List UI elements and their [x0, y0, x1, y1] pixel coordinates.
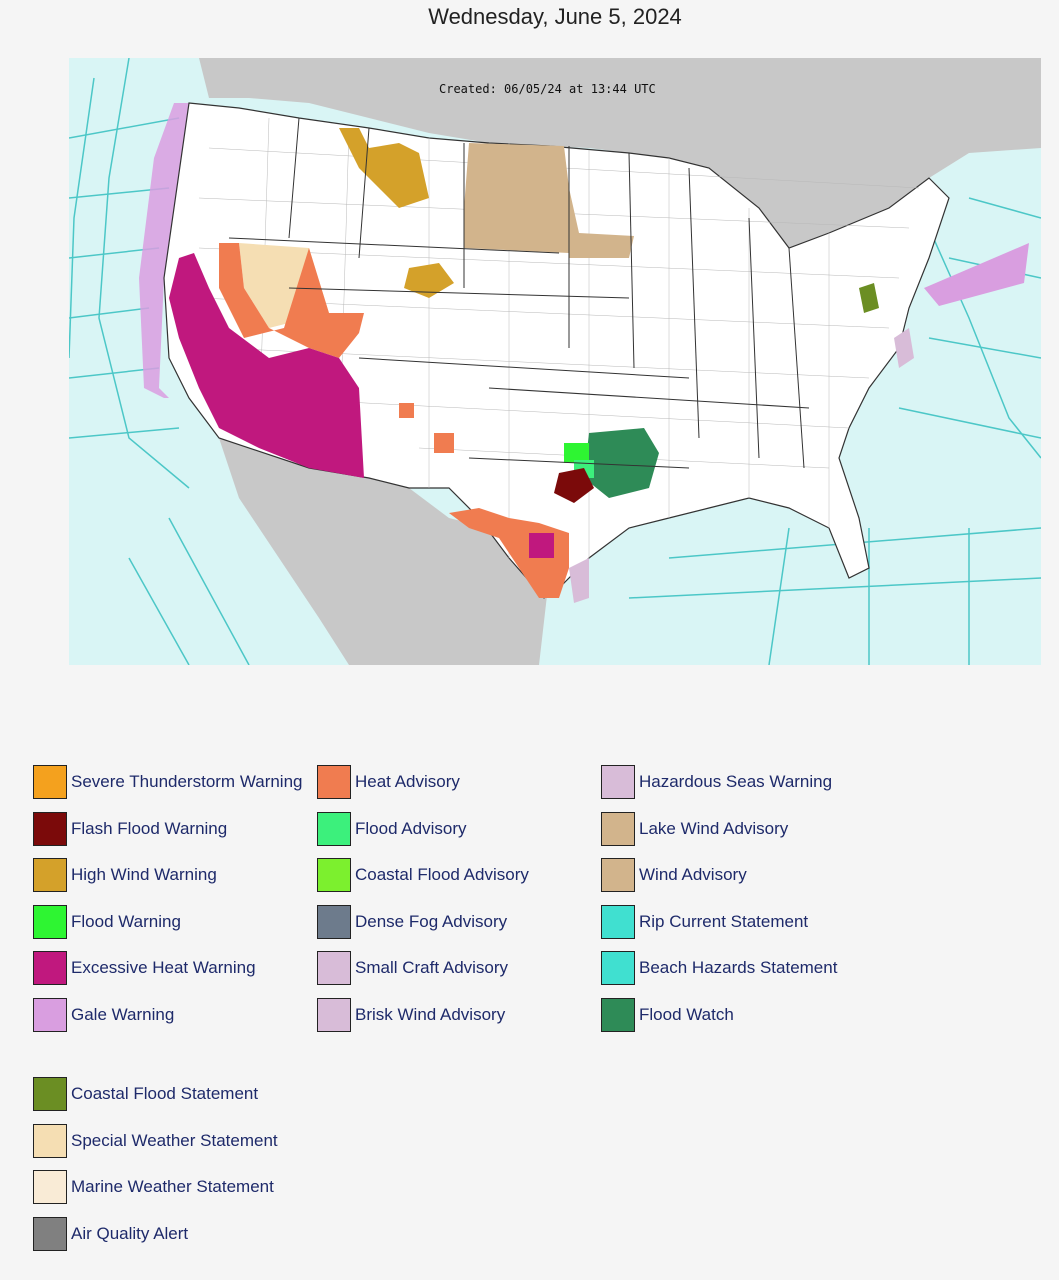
legend-swatch — [33, 765, 67, 799]
canada-land — [199, 58, 1041, 248]
legend-item: Rip Current Statement — [601, 904, 901, 940]
legend-item: Excessive Heat Warning — [33, 950, 333, 986]
legend-label: Hazardous Seas Warning — [639, 772, 833, 791]
legend-item: Flood Watch — [601, 997, 901, 1033]
gale-warning-atlantic — [924, 243, 1029, 306]
legend-item: Flash Flood Warning — [33, 811, 333, 847]
legend-label: Flood Watch — [639, 1005, 734, 1024]
legend-swatch — [601, 951, 635, 986]
legend-label: Flash Flood Warning — [71, 818, 228, 838]
legend-label: Wind Advisory — [639, 865, 747, 885]
legend-label: Dense Fog Advisory — [355, 911, 508, 931]
marine-zones — [69, 58, 1041, 665]
legend-item: Brisk Wind Advisory — [317, 997, 617, 1033]
legend-label: Gale Warning — [71, 1005, 175, 1024]
legend-swatch — [601, 858, 635, 893]
flash-flood-warning — [554, 468, 594, 503]
legend-label: Coastal Flood Advisory — [355, 865, 529, 885]
legend-item: High Wind Warning — [33, 857, 333, 893]
coastal-flood-statement — [859, 283, 879, 313]
page-title: Wednesday, June 5, 2024 — [428, 4, 682, 29]
legend-label: Air Quality Alert — [71, 1223, 189, 1243]
legend-label: Small Craft Advisory — [355, 958, 509, 978]
legend-label: Brisk Wind Advisory — [355, 1005, 506, 1024]
legend-swatch — [317, 765, 351, 799]
legend-item: Small Craft Advisory — [317, 950, 617, 986]
legend-swatch — [601, 811, 635, 846]
legend-label: Lake Wind Advisory — [639, 818, 789, 838]
legend-label: High Wind Warning — [71, 865, 217, 885]
legend-label: Beach Hazards Statement — [639, 958, 838, 978]
legend-item: Coastal Flood Statement — [33, 1076, 333, 1112]
legend-swatch — [33, 858, 67, 893]
legend-label: Heat Advisory — [355, 772, 460, 791]
legend-item: Air Quality Alert — [33, 1216, 333, 1252]
flood-warning — [564, 443, 589, 463]
legend-swatch — [33, 811, 67, 846]
heat-advisory-tx-panhandle — [434, 433, 454, 453]
legend-item: Gale Warning — [33, 997, 333, 1033]
legend-swatch — [33, 1170, 67, 1205]
legend-item: Lake Wind Advisory — [601, 811, 901, 847]
state-borders — [228, 117, 810, 469]
excessive-heat-warning-southwest — [169, 253, 364, 478]
legend-item: Dense Fog Advisory — [317, 904, 617, 940]
legend-swatch — [317, 904, 351, 939]
legend-label: Flood Advisory — [355, 818, 467, 838]
heat-advisory-nm — [399, 403, 414, 418]
legend-label: Severe Thunderstorm Warning — [71, 772, 303, 791]
legend-swatch — [33, 904, 67, 939]
legend-label: Coastal Flood Statement — [71, 1084, 259, 1103]
legend-swatch — [601, 765, 635, 799]
wind-advisory-dakotas — [464, 143, 634, 258]
legend-swatch — [317, 998, 351, 1032]
map-created-timestamp: Created: 06/05/24 at 13:44 UTC — [439, 82, 656, 96]
legend-swatch — [317, 951, 351, 986]
legend-swatch — [601, 998, 635, 1032]
legend-swatch — [33, 1216, 67, 1251]
weather-alerts-map[interactable]: Created: 06/05/24 at 13:44 UTC — [69, 58, 1041, 665]
legend-swatch — [33, 951, 67, 986]
legend-item: Flood Warning — [33, 904, 333, 940]
small-craft-advisory-gulf — [569, 558, 589, 603]
legend-item: Beach Hazards Statement — [601, 950, 901, 986]
legend-item: Wind Advisory — [601, 857, 901, 893]
legend-label: Flood Warning — [71, 911, 181, 931]
heat-advisory-texas — [449, 508, 569, 598]
high-wind-warning-wyoming — [404, 263, 454, 298]
heat-advisory-west — [219, 243, 364, 358]
legend-item: Severe Thunderstorm Warning — [33, 764, 333, 800]
legend-label: Excessive Heat Warning — [71, 958, 256, 978]
legend-label: Rip Current Statement — [639, 911, 809, 931]
legend-item: Special Weather Statement — [33, 1123, 333, 1159]
legend-item: Marine Weather Statement — [33, 1169, 333, 1205]
legend-label: Marine Weather Statement — [71, 1177, 274, 1197]
legend-item: Flood Advisory — [317, 811, 617, 847]
high-wind-warning-montana — [339, 128, 429, 208]
excessive-heat-warning-texas — [529, 533, 554, 558]
gale-warning-west — [139, 103, 189, 398]
legend-swatch — [317, 858, 351, 893]
legend-item: Coastal Flood Advisory — [317, 857, 617, 893]
legend-swatch — [33, 998, 67, 1032]
small-craft-advisory-atlantic — [894, 328, 914, 368]
legend-swatch — [601, 904, 635, 939]
legend-label: Special Weather Statement — [71, 1130, 278, 1150]
flood-watch — [584, 428, 659, 498]
legend-item: Heat Advisory — [317, 764, 617, 800]
map-svg — [69, 58, 1041, 665]
legend-swatch — [33, 1077, 67, 1111]
legend-swatch — [317, 811, 351, 846]
legend-item: Hazardous Seas Warning — [601, 764, 901, 800]
legend-swatch — [33, 1123, 67, 1158]
mexico-land — [219, 438, 549, 665]
